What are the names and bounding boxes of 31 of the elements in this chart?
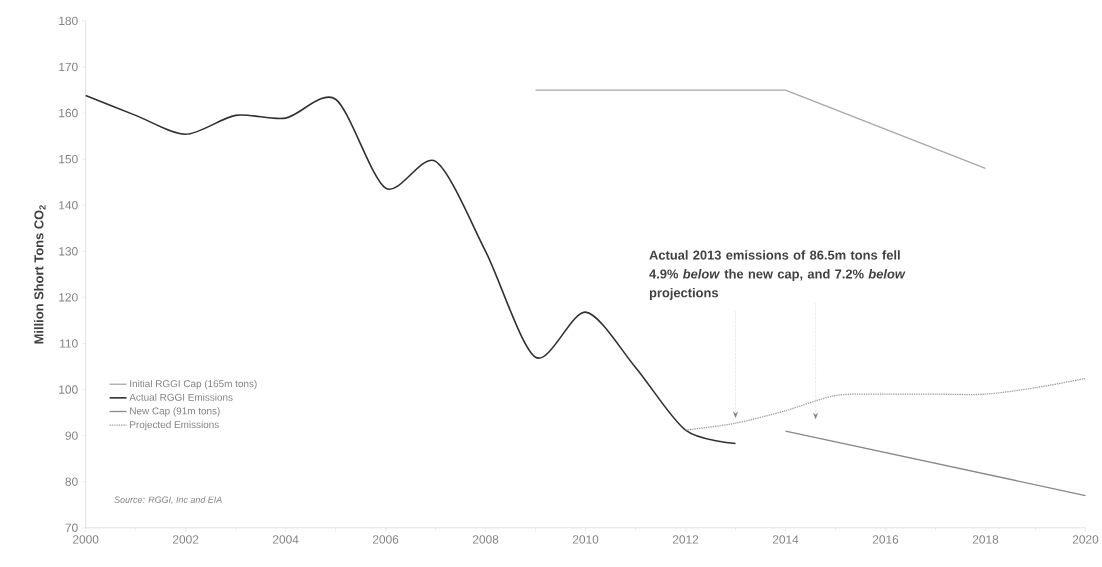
y-tick-label: 70 — [65, 523, 78, 533]
line-series — [684, 378, 1087, 431]
y-tick-label: 130 — [59, 247, 78, 256]
x-tick-label: 2016 — [872, 535, 899, 544]
annotation: Source: RGGI, Inc and EIA — [114, 496, 222, 505]
x-tick-label: 2010 — [572, 535, 599, 544]
y-tick-label: 140 — [59, 201, 78, 210]
y-tick-label: 90 — [65, 431, 78, 441]
x-tick-label: 2018 — [972, 535, 999, 544]
y-tick-label: 180 — [59, 16, 78, 26]
y-tick-label: 100 — [59, 385, 78, 394]
x-tick-label: 2004 — [272, 535, 299, 544]
y-tick-label: 170 — [59, 62, 78, 72]
legend-label: Actual RGGI Emissions — [129, 393, 233, 401]
x-tick-label: 2014 — [772, 535, 799, 544]
y-tick-label: 120 — [59, 293, 78, 302]
y-axis-title: Million Short Tons CO$_{2}$ — [33, 205, 46, 344]
y-tick-label: 150 — [59, 155, 78, 164]
legend-label: Projected Emissions — [130, 420, 219, 431]
text: Actual 2013 emissions of 86.5m tons fell 4.9% below the new cap, and 7.2% below projections — [649, 250, 906, 301]
x-tick-label: 2006 — [372, 535, 399, 544]
x-tick-label: 2002 — [172, 535, 199, 544]
y-tick-label: 110 — [60, 339, 78, 348]
y-tick-label: 80 — [65, 477, 78, 487]
legend-label: New Cap (91m tons) — [130, 407, 220, 417]
x-tick-label: 2012 — [672, 535, 699, 544]
x-tick-label: 2020 — [1072, 535, 1099, 544]
y-tick-label: 160 — [59, 109, 78, 118]
legend-label: Initial RGGI Cap (165m tons) — [130, 380, 257, 390]
x-tick-label: 2000 — [72, 535, 99, 544]
x-tick-label: 2008 — [472, 535, 499, 544]
